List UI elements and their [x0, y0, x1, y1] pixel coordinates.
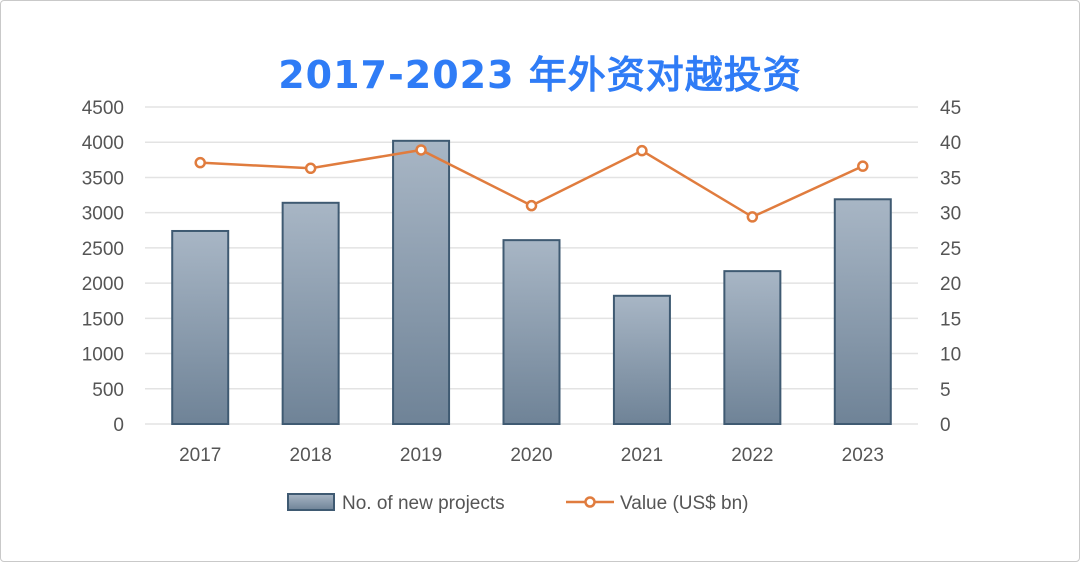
right-tick-label: 30	[940, 204, 961, 225]
right-tick-label: 5	[940, 380, 951, 401]
legend-bar-label: No. of new projects	[342, 493, 505, 514]
x-tick-label: 2021	[621, 445, 663, 466]
left-axis-ticks: 0 500 1000 1500 2000 2500 3000 3500 4000 4500	[82, 98, 124, 436]
bar-series	[171, 139, 892, 426]
left-tick-label: 2000	[82, 274, 124, 295]
right-tick-label: 20	[940, 274, 961, 295]
value-point-2017	[194, 156, 206, 169]
bar-2023	[833, 198, 892, 425]
left-tick-label: 2500	[82, 239, 124, 260]
chart-title: 2017-2023 年外资对越投资	[278, 53, 802, 97]
left-tick-label: 3500	[82, 168, 124, 189]
right-axis-ticks: 0 5 10 15 20 25 30 35 40 45	[940, 98, 961, 436]
right-tick-label: 10	[940, 345, 961, 366]
bar-2021	[612, 294, 671, 425]
x-tick-label: 2022	[731, 445, 773, 466]
value-point-2021	[636, 144, 648, 157]
bar-2022	[723, 270, 782, 425]
x-tick-label: 2023	[842, 445, 884, 466]
value-point-2022	[746, 211, 759, 223]
left-tick-label: 4500	[82, 98, 124, 119]
left-tick-label: 500	[92, 380, 124, 401]
value-point-2023	[857, 160, 869, 172]
bar-2017	[171, 229, 230, 425]
legend: No. of new projects Value (US$ bn)	[287, 493, 749, 514]
left-tick-label: 1000	[82, 345, 124, 366]
right-tick-label: 15	[940, 309, 961, 330]
x-tick-label: 2018	[290, 445, 332, 466]
right-tick-label: 40	[940, 133, 961, 154]
value-point-2018	[304, 162, 317, 175]
x-axis-ticks: 2017 2018 2019 2020 2021 2022 2023	[179, 445, 884, 466]
legend-line-label: Value (US$ bn)	[620, 493, 749, 514]
value-point-2020	[525, 199, 538, 212]
x-tick-label: 2020	[510, 445, 552, 466]
legend-line-marker	[584, 496, 596, 508]
right-tick-label: 45	[940, 98, 961, 119]
x-tick-label: 2019	[400, 445, 442, 466]
bar-2020	[502, 239, 561, 425]
x-tick-label: 2017	[179, 445, 221, 466]
value-point-2019	[415, 144, 427, 156]
line-series	[194, 144, 869, 223]
right-tick-label: 25	[940, 239, 961, 260]
left-tick-label: 0	[113, 415, 124, 436]
left-tick-label: 1500	[82, 309, 124, 330]
bar-2019	[392, 139, 451, 426]
right-tick-label: 35	[940, 168, 961, 189]
left-tick-label: 4000	[82, 133, 124, 154]
right-tick-label: 0	[940, 415, 951, 436]
legend-bar-swatch	[287, 493, 335, 511]
left-tick-label: 3000	[82, 204, 124, 225]
bar-2018	[281, 201, 340, 425]
